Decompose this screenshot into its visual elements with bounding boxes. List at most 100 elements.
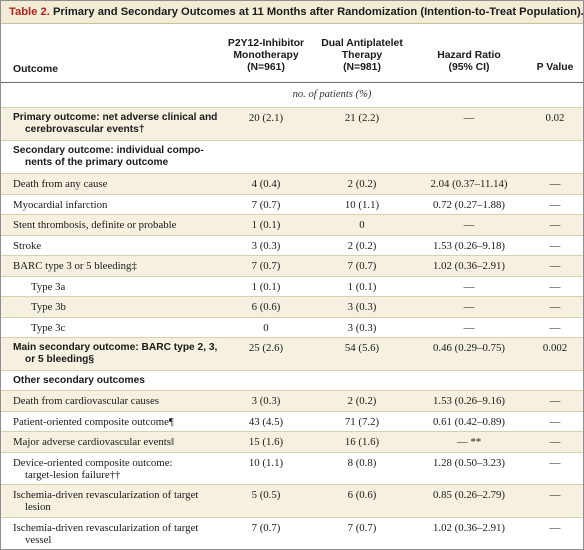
outcome-label-line: or 5 bleeding§ xyxy=(25,354,95,365)
outcome-label-line: Myocardial infarction xyxy=(13,198,108,211)
dapt-cell: 21 (2.2) xyxy=(344,112,380,124)
table-row: BARC type 3 or 5 bleeding‡ 7 (0.7) 7 (0.7)… xyxy=(1,256,583,277)
p-value-cell: — xyxy=(549,321,561,334)
outcome-label-line: Device-oriented composite outcome: xyxy=(13,456,173,469)
table-header: Outcome P2Y12-Inhibitor Monotherapy (N=9… xyxy=(1,24,583,83)
hazard-ratio-cell: — xyxy=(463,219,475,231)
table-title: Table 2. Primary and Secondary Outcomes … xyxy=(1,1,583,24)
p2y12-cell: 25 (2.6) xyxy=(248,342,284,354)
outcome-label-line: Main secondary outcome: BARC type 2, 3, xyxy=(13,342,218,353)
header-col-p2y12-line: P2Y12-Inhibitor xyxy=(227,38,305,49)
hazard-ratio-cell: — xyxy=(463,112,475,124)
table-row: Type 3a 1 (0.1) 1 (0.1) — — xyxy=(1,276,583,297)
header-col-dapt-line: (N=981) xyxy=(343,62,381,73)
header-outcome: Outcome xyxy=(13,64,59,75)
table-row: Type 3b 6 (0.6) 3 (0.3) — — xyxy=(1,297,583,318)
table-row: Stroke 3 (0.3) 2 (0.2) 1.53 (0.26–9.18) — xyxy=(1,235,583,256)
p2y12-cell: 7 (0.7) xyxy=(251,260,281,272)
dapt-cell: 3 (0.3) xyxy=(347,301,377,313)
p-value-cell: — xyxy=(549,415,561,428)
hazard-ratio-cell: 0.61 (0.42–0.89) xyxy=(433,415,505,428)
outcome-label: Type 3b xyxy=(31,301,236,313)
outcome-label-line: target-lesion failure†† xyxy=(25,468,121,481)
p-value-cell: — xyxy=(549,489,561,501)
dapt-cell: 2 (0.2) xyxy=(347,395,377,407)
hazard-ratio-cell: — xyxy=(463,301,475,313)
outcome-label: Patient-oriented composite outcome¶ xyxy=(13,416,218,428)
table-body: Primary outcome: net adverse clinical an… xyxy=(1,108,583,549)
outcome-label-line: Major adverse cardiovascular events‖ xyxy=(13,436,175,448)
hazard-ratio-cell: 1.02 (0.36–2.91) xyxy=(433,521,505,534)
p2y12-cell: 7 (0.7) xyxy=(251,198,281,211)
p-value-cell: — xyxy=(549,456,561,469)
header-col-p2y12-line: (N=961) xyxy=(247,62,285,73)
outcome-label-line: Death from any cause xyxy=(13,178,108,190)
outcome-label: BARC type 3 or 5 bleeding‡ xyxy=(13,260,218,272)
p-value-cell: 0.02 xyxy=(545,112,565,124)
outcome-label-line: cerebrovascular events† xyxy=(25,124,145,135)
outcome-label-line: vessel xyxy=(25,533,52,546)
outcome-label: Major adverse cardiovascular events‖ xyxy=(13,436,218,448)
dapt-cell: 1 (0.1) xyxy=(347,280,377,293)
table-row: Type 3c 0 3 (0.3) — — xyxy=(1,317,583,338)
outcome-label-line: Type 3b xyxy=(31,301,66,313)
table-row: Patient-oriented composite outcome¶ 43 (4… xyxy=(1,411,583,432)
p2y12-cell: 15 (1.6) xyxy=(248,436,284,448)
dapt-cell: 2 (0.2) xyxy=(347,239,377,252)
header-col-dapt-line: Therapy xyxy=(341,50,383,61)
outcome-label-line: Primary outcome: net adverse clinical an… xyxy=(13,112,218,123)
outcome-label-line: Type 3c xyxy=(31,321,66,334)
table-row: Death from any cause 4 (0.4) 2 (0.2) 2.04 (… xyxy=(1,174,583,195)
p2y12-cell: 5 (0.5) xyxy=(251,489,281,501)
outcome-label: Ischemia-driven revascularization of tar… xyxy=(13,522,218,546)
dapt-cell: 0 xyxy=(359,219,365,231)
header-col-p2y12-line: Monotherapy xyxy=(233,50,299,61)
header-col-hr-line: (95% CI) xyxy=(448,62,490,73)
header-col-dapt-line: Dual Antiplatelet xyxy=(321,38,403,49)
p2y12-cell: 20 (2.1) xyxy=(248,112,284,124)
hazard-ratio-cell: 1.53 (0.26–9.16) xyxy=(433,395,505,407)
hazard-ratio-cell: 0.85 (0.26–2.79) xyxy=(433,489,505,501)
table-row: Ischemia-driven revascularization of tar… xyxy=(1,485,583,518)
outcome-label: Primary outcome: net adverse clinical an… xyxy=(13,112,218,136)
outcome-label-line: Type 3a xyxy=(31,280,66,293)
dapt-cell: 16 (1.6) xyxy=(344,436,380,448)
p2y12-cell: 7 (0.7) xyxy=(251,521,281,534)
p-value-cell: — xyxy=(549,395,561,407)
outcome-label: Stent thrombosis, definite or probable xyxy=(13,219,218,231)
outcome-label: Device-oriented composite outcome: target… xyxy=(13,457,218,481)
header-col-hazard-ratio: Hazard Ratio (95% CI) xyxy=(413,50,525,74)
outcome-label: Main secondary outcome: BARC type 2, 3, o… xyxy=(13,342,218,366)
table-row: Secondary outcome: individual compo-nent… xyxy=(1,141,583,174)
outcome-label: Death from cardiovascular causes xyxy=(13,395,218,407)
outcome-label-line: Other secondary outcomes xyxy=(13,374,145,386)
hazard-ratio-cell: 0.72 (0.27–1.88) xyxy=(433,198,505,211)
p-value-cell: — xyxy=(549,198,561,211)
dapt-cell: 7 (0.7) xyxy=(347,260,377,272)
outcome-label: Other secondary outcomes xyxy=(13,375,218,387)
outcome-label: Myocardial infarction xyxy=(13,199,218,211)
dapt-cell: 2 (0.2) xyxy=(347,178,377,190)
table-row: Ischemia-driven revascularization of tar… xyxy=(1,517,583,549)
hazard-ratio-cell: — xyxy=(463,321,475,334)
p2y12-cell: 1 (0.1) xyxy=(251,219,281,231)
p2y12-cell: 6 (0.6) xyxy=(251,301,281,313)
hazard-ratio-cell: — xyxy=(463,280,475,293)
outcome-label-line: Ischemia-driven revascularization of tar… xyxy=(13,521,199,534)
p-value-cell: — xyxy=(549,239,561,252)
p-value-cell: — xyxy=(549,436,561,448)
units-row: no. of patients (%) xyxy=(1,83,583,108)
p-value-cell: — xyxy=(549,178,561,190)
outcome-label-line: Stent thrombosis, definite or probable xyxy=(13,219,177,231)
p-value-cell: — xyxy=(549,260,561,272)
hazard-ratio-cell: 1.28 (0.50–3.23) xyxy=(433,456,505,469)
dapt-cell: 3 (0.3) xyxy=(347,321,377,334)
outcome-label: Secondary outcome: individual compo-nent… xyxy=(13,145,218,169)
dapt-cell: 8 (0.8) xyxy=(347,456,377,469)
p-value-cell: — xyxy=(549,280,561,293)
table-row: Death from cardiovascular causes 3 (0.3) 2… xyxy=(1,391,583,412)
table-caption: Primary and Secondary Outcomes at 11 Mon… xyxy=(52,6,584,18)
table-row: Stent thrombosis, definite or probable 1 … xyxy=(1,215,583,236)
p2y12-cell: 3 (0.3) xyxy=(251,239,281,252)
